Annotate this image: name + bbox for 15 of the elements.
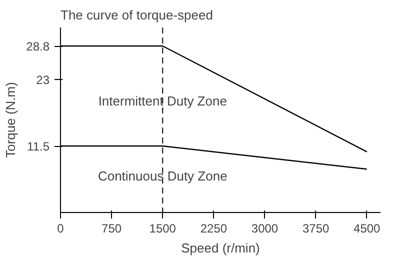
x-tick-label: 3000	[251, 222, 278, 236]
x-tick-label: 0	[57, 222, 64, 236]
x-tick-label: 3750	[302, 222, 330, 236]
x-tick-label: 4500	[354, 222, 381, 236]
x-tick-label: 2250	[200, 222, 228, 236]
x-tick-label: 1500	[149, 222, 176, 236]
x-axis-title: Speed (r/min)	[181, 240, 260, 256]
y-axis-title: Torque (N.m)	[3, 82, 18, 158]
y-tick-label: 28.8	[26, 40, 50, 54]
annotation: Continuous Duty Zone	[98, 168, 228, 184]
y-tick-label: 23	[36, 73, 50, 88]
chart-title: The curve of torque-speed	[60, 8, 213, 22]
x-tick-label: 750	[102, 222, 122, 236]
y-tick-label: 11.5	[27, 140, 50, 154]
annotation: Intermittent Duty Zone	[98, 93, 227, 108]
